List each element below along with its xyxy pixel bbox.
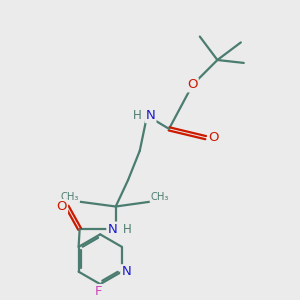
Text: F: F <box>95 285 103 298</box>
Text: H: H <box>122 223 131 236</box>
Text: O: O <box>187 78 198 92</box>
Text: O: O <box>208 131 219 144</box>
Text: N: N <box>121 265 131 278</box>
Text: H: H <box>133 109 142 122</box>
Text: N: N <box>146 109 155 122</box>
Text: N: N <box>107 223 117 236</box>
Text: CH₃: CH₃ <box>61 192 79 202</box>
Text: CH₃: CH₃ <box>151 192 169 202</box>
Text: O: O <box>56 200 67 213</box>
